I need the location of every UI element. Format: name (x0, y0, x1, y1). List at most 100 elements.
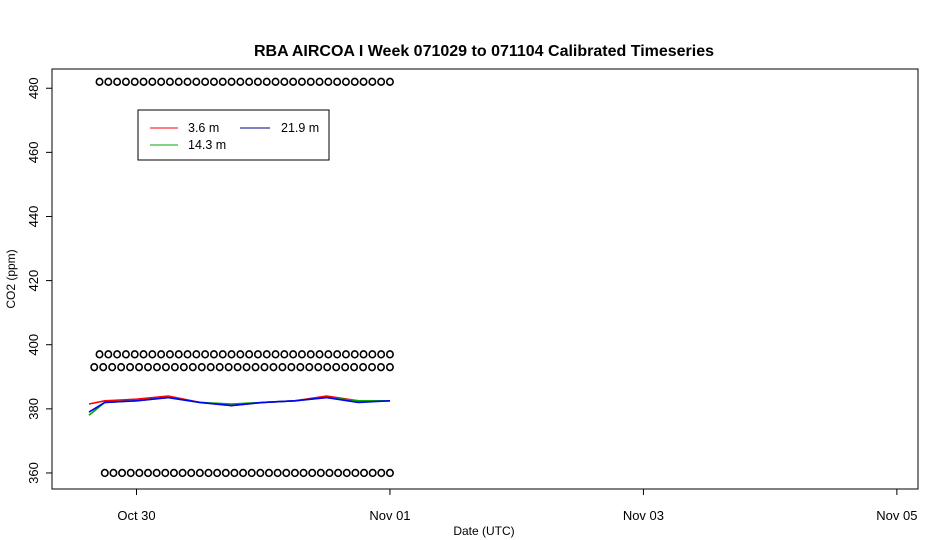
marker-point (169, 468, 178, 478)
marker-point (280, 350, 289, 359)
marker-point (245, 350, 254, 359)
marker-point (174, 77, 183, 87)
marker-point (368, 468, 377, 478)
marker-point (385, 350, 394, 359)
marker-point (296, 362, 305, 372)
marker-point (218, 350, 227, 359)
marker-point (161, 468, 170, 478)
marker-point (242, 362, 251, 372)
marker-point (161, 362, 170, 372)
marker-point (126, 468, 135, 478)
legend: 3.6 m 21.9 m 14.3 m (137, 109, 330, 161)
marker-point (195, 468, 204, 478)
marker-point (278, 362, 287, 372)
y-tick-label: 360 (26, 462, 41, 484)
marker-point (104, 77, 113, 87)
plot-frame (51, 68, 919, 490)
marker-point (126, 362, 135, 372)
marker-point (351, 468, 360, 478)
marker-point (135, 362, 144, 372)
marker-point (385, 77, 394, 87)
marker-point (236, 77, 245, 87)
legend-label: 21.9 m (281, 121, 319, 135)
marker-point (113, 350, 122, 359)
marker-point (95, 350, 104, 359)
marker-points (90, 77, 394, 478)
marker-point (359, 362, 368, 372)
marker-point (130, 77, 139, 87)
marker-point (377, 350, 386, 359)
marker-point (376, 362, 385, 372)
marker-point (287, 362, 296, 372)
marker-point (197, 362, 206, 372)
marker-point (308, 468, 317, 478)
marker-point (227, 77, 236, 87)
marker-point (233, 362, 242, 372)
marker-point (360, 468, 369, 478)
marker-point (165, 77, 174, 87)
marker-point (187, 468, 196, 478)
marker-point (359, 77, 368, 87)
marker-point (99, 362, 108, 372)
marker-point (139, 77, 148, 87)
marker-point (227, 350, 236, 359)
marker-point (251, 362, 260, 372)
marker-point (282, 468, 291, 478)
marker-point (325, 468, 334, 478)
marker-point (109, 468, 118, 478)
marker-point (315, 350, 324, 359)
marker-point (183, 350, 192, 359)
y-tick-label: 400 (26, 334, 41, 356)
marker-point (113, 77, 122, 87)
marker-point (271, 77, 280, 87)
marker-point (148, 350, 157, 359)
marker-point (201, 350, 210, 359)
marker-point (100, 468, 109, 478)
marker-point (209, 77, 218, 87)
marker-point (289, 77, 298, 87)
marker-point (350, 350, 359, 359)
marker-point (224, 362, 233, 372)
x-axis: Oct 30 Nov 01 Nov 03 Nov 05 (117, 489, 917, 523)
marker-point (341, 362, 350, 372)
marker-point (209, 350, 218, 359)
marker-point (213, 468, 222, 478)
marker-point (183, 77, 192, 87)
marker-point (144, 362, 153, 372)
x-tick-label: Nov 03 (623, 508, 664, 523)
marker-point (289, 350, 298, 359)
x-tick-label: Nov 01 (369, 508, 410, 523)
marker-point (204, 468, 213, 478)
marker-point (269, 362, 278, 372)
marker-point (230, 468, 239, 478)
marker-point (148, 77, 157, 87)
marker-point (104, 350, 113, 359)
marker-point (271, 350, 280, 359)
marker-point (165, 350, 174, 359)
marker-point (139, 350, 148, 359)
legend-label: 14.3 m (188, 138, 226, 152)
y-tick-label: 480 (26, 77, 41, 99)
marker-point (314, 362, 323, 372)
marker-point (297, 350, 306, 359)
marker-point (323, 362, 332, 372)
marker-point (118, 468, 127, 478)
y-tick-label: 460 (26, 142, 41, 164)
marker-point (188, 362, 197, 372)
marker-point (341, 350, 350, 359)
series-lines (88, 395, 391, 416)
marker-point (264, 468, 273, 478)
chart-title: RBA AIRCOA I Week 071029 to 071104 Calib… (254, 43, 714, 60)
marker-point (262, 77, 271, 87)
marker-point (174, 350, 183, 359)
y-axis: 360 380 400 420 440 460 480 (26, 77, 52, 484)
marker-point (342, 468, 351, 478)
legend-box (137, 109, 330, 161)
marker-point (385, 468, 394, 478)
marker-point (324, 77, 333, 87)
marker-point (324, 350, 333, 359)
marker-point (299, 468, 308, 478)
marker-point (368, 362, 377, 372)
marker-point (385, 362, 394, 372)
